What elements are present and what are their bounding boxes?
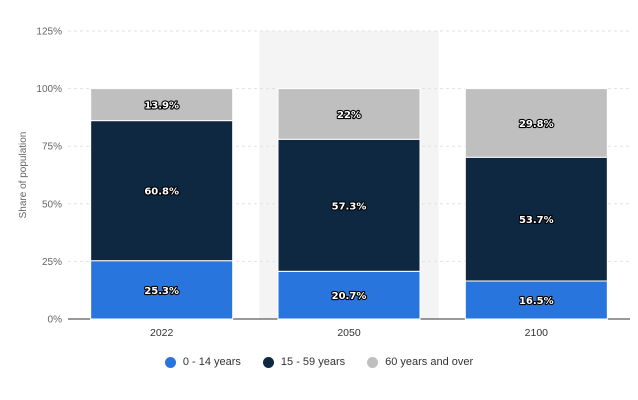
y-tick-label: 100% xyxy=(36,84,62,95)
y-tick-label: 0% xyxy=(48,315,63,326)
bar-segment[interactable] xyxy=(464,280,608,320)
bar-segment[interactable] xyxy=(90,88,234,122)
y-tick-label: 25% xyxy=(42,257,62,268)
bar-segment[interactable] xyxy=(277,270,421,320)
legend-label-0-14: 0 - 14 years xyxy=(182,356,241,368)
legend-marker-15-59 xyxy=(262,356,274,368)
legend-item-60-plus[interactable]: 60 years and over xyxy=(367,356,473,368)
y-tick-label: 50% xyxy=(42,199,62,210)
data-label: 20.7% xyxy=(332,291,367,302)
data-label: 29.8% xyxy=(519,119,554,130)
data-label: 57.3% xyxy=(332,201,367,212)
data-label: 53.7% xyxy=(519,215,554,226)
y-axis-title: Share of population xyxy=(18,132,29,219)
x-tick-label: 2100 xyxy=(525,327,549,339)
bar-segment[interactable] xyxy=(464,88,608,158)
x-tick-label: 2050 xyxy=(337,327,361,339)
bar-segment[interactable] xyxy=(90,260,234,320)
legend-marker-60-plus xyxy=(367,356,379,368)
bar-segment[interactable] xyxy=(277,138,421,272)
bar-segment[interactable] xyxy=(277,88,421,140)
y-tick-label: 125% xyxy=(36,27,62,38)
data-label: 13.9% xyxy=(144,101,179,112)
legend: 0 - 14 years 15 - 59 years 60 years and … xyxy=(0,356,638,368)
data-label: 25.3% xyxy=(144,286,179,297)
legend-item-0-14[interactable]: 0 - 14 years xyxy=(164,356,241,368)
legend-marker-0-14 xyxy=(164,356,176,368)
stacked-bar-chart: 0% 25% 50% 75% 100% 125% 25.3% 60.8% 13.9% 20.7%… xyxy=(18,27,630,339)
data-label: 60.8% xyxy=(144,187,179,198)
y-tick-label: 75% xyxy=(42,142,62,153)
bar-segment[interactable] xyxy=(464,156,608,282)
legend-label-60-plus: 60 years and over xyxy=(385,356,474,368)
legend-item-15-59[interactable]: 15 - 59 years xyxy=(262,356,346,368)
data-label: 22% xyxy=(337,110,361,121)
x-tick-label: 2022 xyxy=(150,327,174,339)
data-label: 16.5% xyxy=(519,296,554,307)
legend-label-15-59: 15 - 59 years xyxy=(280,356,346,368)
